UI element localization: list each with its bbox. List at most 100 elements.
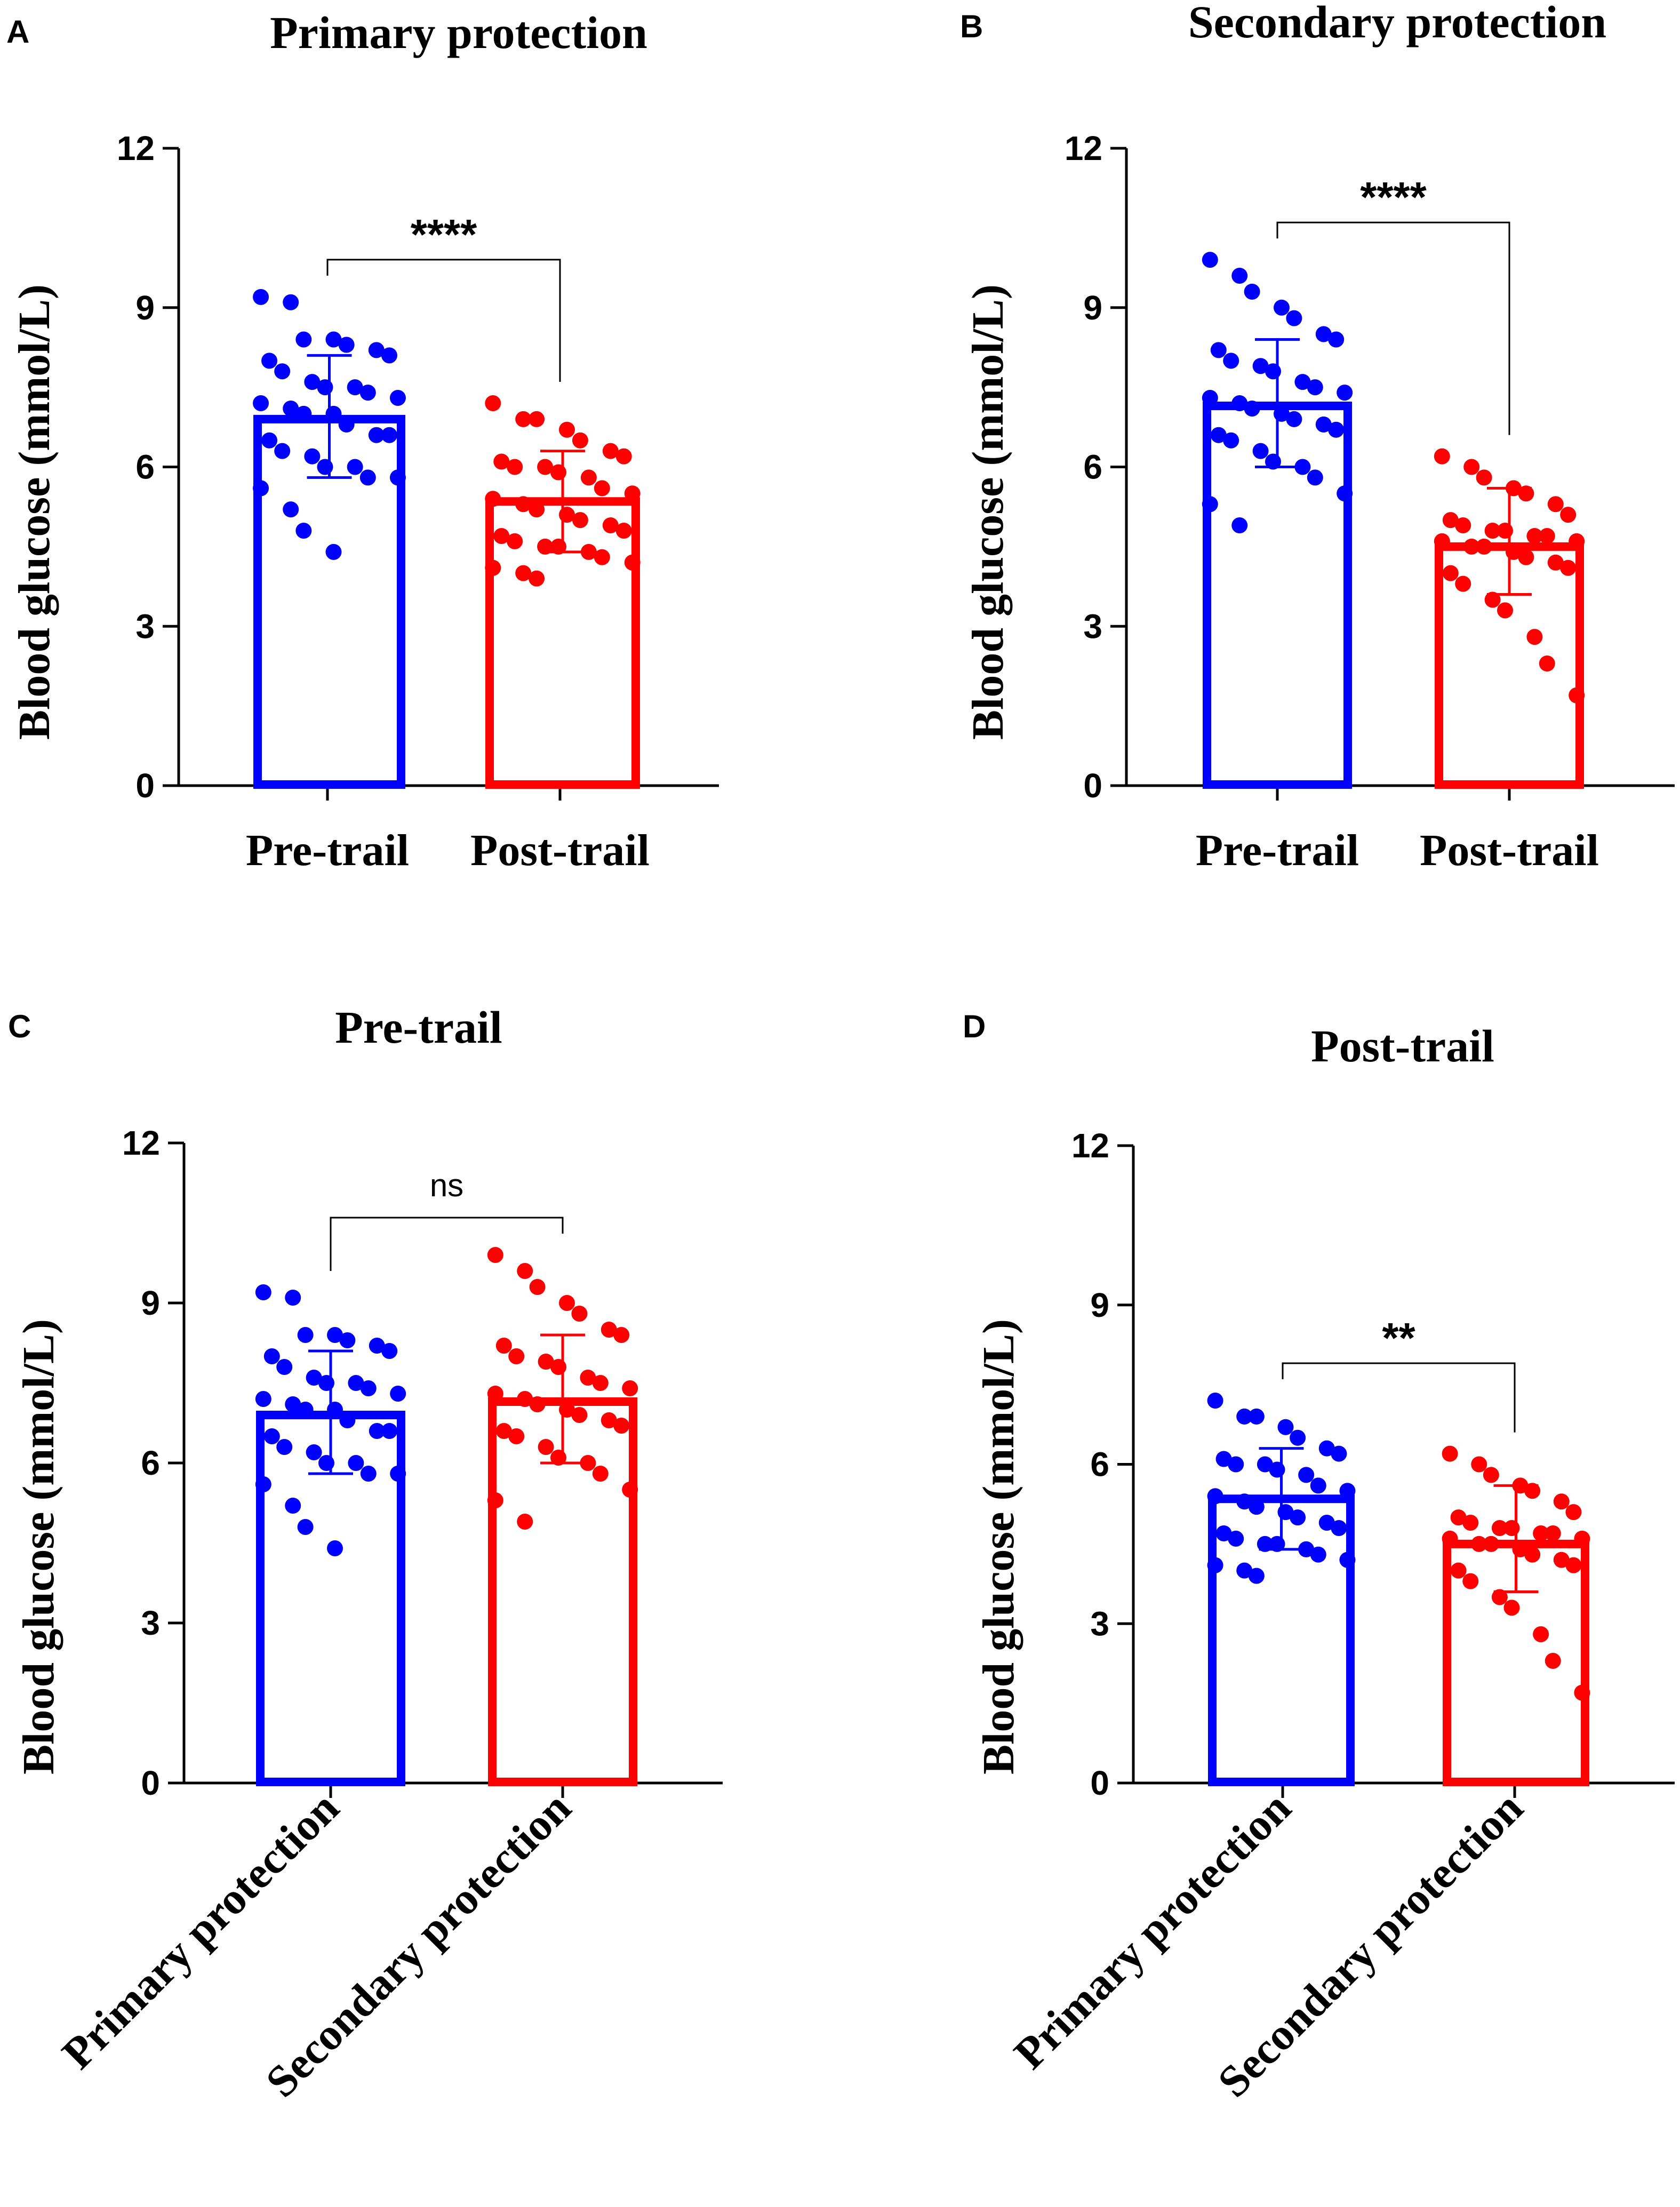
data-point-red bbox=[493, 453, 510, 470]
data-point-blue bbox=[1236, 1408, 1253, 1425]
data-point-blue bbox=[1310, 1546, 1326, 1563]
data-point-red bbox=[517, 1263, 533, 1279]
data-point-red bbox=[493, 527, 510, 544]
data-point-red bbox=[1483, 1536, 1499, 1552]
data-point-red bbox=[515, 565, 532, 581]
data-point-red bbox=[602, 517, 619, 534]
y-axis-label: Blood glucose (mmol/L) bbox=[14, 1319, 63, 1774]
data-point-blue bbox=[1274, 299, 1290, 316]
data-point-blue bbox=[285, 1290, 301, 1306]
data-point-blue bbox=[1269, 1536, 1285, 1552]
y-axis-label: Blood glucose (mmol/L) bbox=[963, 284, 1013, 740]
data-point-red bbox=[1547, 496, 1564, 513]
data-point-red bbox=[529, 411, 545, 427]
data-point-blue bbox=[318, 1375, 334, 1391]
data-point-red bbox=[571, 1407, 588, 1423]
data-point-red bbox=[487, 1492, 503, 1508]
data-point-red bbox=[559, 1295, 575, 1311]
chart-title: Pre-trail bbox=[335, 1002, 502, 1053]
data-point-blue bbox=[1298, 1541, 1315, 1557]
data-point-red bbox=[1565, 1504, 1582, 1521]
data-point-blue bbox=[283, 294, 299, 310]
y-tick-label: 6 bbox=[1083, 448, 1102, 486]
data-point-red bbox=[1533, 1626, 1549, 1643]
data-point-red bbox=[1512, 1477, 1529, 1494]
data-point-blue bbox=[318, 1455, 334, 1471]
x-category-label: Pre-trail bbox=[1196, 826, 1359, 875]
data-point-blue bbox=[1315, 326, 1332, 342]
y-tick-label: 9 bbox=[135, 289, 155, 327]
y-tick-label: 12 bbox=[1071, 1126, 1109, 1165]
data-point-red bbox=[624, 485, 641, 502]
data-point-blue bbox=[304, 448, 321, 465]
data-point-red bbox=[1526, 629, 1543, 645]
data-point-blue bbox=[1339, 1552, 1356, 1568]
data-point-red bbox=[601, 1412, 617, 1428]
data-point-red bbox=[508, 1428, 525, 1444]
data-point-blue bbox=[1286, 411, 1302, 427]
data-point-red bbox=[495, 1338, 512, 1354]
data-point-blue bbox=[339, 1332, 356, 1348]
data-point-blue bbox=[274, 363, 291, 380]
data-point-red bbox=[580, 469, 597, 486]
data-point-blue bbox=[1286, 310, 1302, 326]
data-point-red bbox=[1442, 512, 1459, 529]
data-point-blue bbox=[1207, 1488, 1223, 1505]
data-point-red bbox=[1506, 480, 1522, 497]
data-point-blue bbox=[359, 385, 376, 401]
data-point-red bbox=[1503, 1520, 1520, 1536]
data-point-blue bbox=[1236, 1493, 1253, 1510]
data-point-red bbox=[508, 1348, 525, 1364]
data-point-red bbox=[613, 1418, 630, 1434]
data-point-red bbox=[515, 496, 532, 513]
data-point-red bbox=[507, 459, 523, 475]
data-point-blue bbox=[1315, 416, 1332, 433]
data-point-blue bbox=[274, 443, 291, 459]
y-tick-label: 12 bbox=[117, 129, 155, 167]
panel-letter: C bbox=[8, 1009, 31, 1044]
data-point-blue bbox=[1331, 1445, 1347, 1462]
y-tick-label: 12 bbox=[122, 1124, 160, 1162]
data-point-blue bbox=[327, 1402, 343, 1418]
data-point-blue bbox=[325, 331, 342, 348]
data-point-red bbox=[1491, 1520, 1508, 1536]
data-point-blue bbox=[1223, 353, 1239, 369]
data-point-red bbox=[1497, 523, 1513, 539]
y-tick-label: 0 bbox=[135, 766, 155, 805]
significance-label: **** bbox=[1360, 173, 1427, 221]
data-point-blue bbox=[369, 1423, 385, 1439]
data-point-red bbox=[529, 1396, 546, 1412]
data-point-blue bbox=[1248, 1499, 1265, 1515]
data-point-red bbox=[1553, 1552, 1570, 1568]
data-point-blue bbox=[306, 1370, 322, 1386]
data-point-red bbox=[615, 523, 632, 539]
data-point-red bbox=[571, 1306, 588, 1322]
data-point-red bbox=[1434, 448, 1450, 465]
data-point-blue bbox=[285, 1396, 301, 1412]
data-point-red bbox=[550, 1450, 566, 1466]
data-point-blue bbox=[1231, 268, 1248, 284]
data-point-red bbox=[1565, 1557, 1582, 1573]
data-point-blue bbox=[1236, 1562, 1253, 1579]
data-point-blue bbox=[297, 1327, 314, 1343]
data-point-red bbox=[485, 559, 501, 576]
data-point-red bbox=[580, 543, 597, 560]
y-tick-label: 6 bbox=[141, 1444, 160, 1482]
data-point-red bbox=[1497, 602, 1513, 619]
data-point-red bbox=[538, 1439, 554, 1455]
data-point-blue bbox=[338, 337, 355, 353]
y-axis-label: Blood glucose (mmol/L) bbox=[10, 284, 59, 740]
data-point-blue bbox=[1231, 395, 1248, 411]
data-point-red bbox=[550, 538, 566, 555]
data-point-red bbox=[1455, 517, 1471, 534]
data-point-red bbox=[1547, 554, 1564, 571]
data-point-blue bbox=[1328, 331, 1345, 348]
data-point-red bbox=[1503, 1600, 1520, 1616]
data-point-red bbox=[1560, 559, 1577, 576]
chart-title: Secondary protection bbox=[1188, 0, 1606, 47]
data-point-blue bbox=[348, 1375, 364, 1391]
data-point-red bbox=[1476, 538, 1492, 555]
data-point-blue bbox=[338, 416, 355, 433]
data-point-red bbox=[1434, 533, 1450, 549]
panel-letter: D bbox=[963, 1009, 986, 1044]
